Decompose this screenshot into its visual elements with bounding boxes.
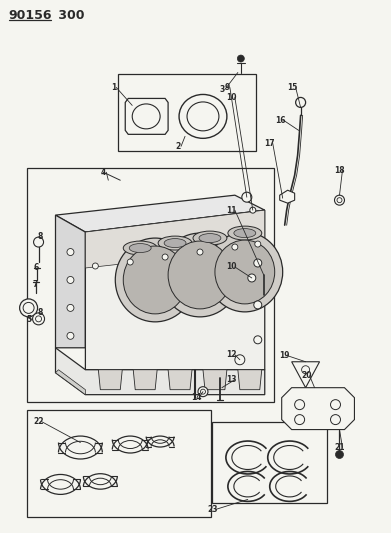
Ellipse shape xyxy=(228,226,262,240)
Polygon shape xyxy=(125,99,168,134)
Circle shape xyxy=(197,249,203,255)
Polygon shape xyxy=(292,362,319,387)
Polygon shape xyxy=(85,210,265,370)
Ellipse shape xyxy=(160,233,240,317)
Circle shape xyxy=(254,336,262,344)
Text: 7: 7 xyxy=(33,280,38,289)
Circle shape xyxy=(330,400,341,410)
Circle shape xyxy=(255,241,261,247)
Circle shape xyxy=(67,304,74,311)
Circle shape xyxy=(248,274,256,282)
Polygon shape xyxy=(280,190,295,203)
Circle shape xyxy=(162,254,168,260)
Ellipse shape xyxy=(234,229,256,238)
Bar xyxy=(118,74,256,151)
Circle shape xyxy=(20,299,38,317)
Text: 14: 14 xyxy=(191,393,201,402)
Circle shape xyxy=(36,316,41,322)
Circle shape xyxy=(235,355,245,365)
Text: 17: 17 xyxy=(264,139,275,148)
Polygon shape xyxy=(238,370,262,390)
Ellipse shape xyxy=(123,241,157,255)
Circle shape xyxy=(67,333,74,340)
Polygon shape xyxy=(56,195,265,232)
Circle shape xyxy=(335,450,343,458)
Text: 22: 22 xyxy=(33,417,44,426)
Polygon shape xyxy=(56,370,85,394)
Text: 6: 6 xyxy=(34,263,39,272)
Circle shape xyxy=(32,313,45,325)
Circle shape xyxy=(232,244,238,250)
Text: 3: 3 xyxy=(219,85,224,94)
Text: 4: 4 xyxy=(101,168,106,177)
Text: 15: 15 xyxy=(287,83,298,92)
Circle shape xyxy=(295,415,305,425)
Text: 13: 13 xyxy=(227,375,237,384)
Polygon shape xyxy=(282,387,354,430)
Ellipse shape xyxy=(187,102,219,131)
Text: 11: 11 xyxy=(227,206,237,215)
Text: 2: 2 xyxy=(176,142,181,151)
Circle shape xyxy=(330,415,341,425)
Circle shape xyxy=(296,98,306,108)
Circle shape xyxy=(67,248,74,255)
Circle shape xyxy=(295,400,305,410)
Text: 9: 9 xyxy=(224,83,230,92)
Circle shape xyxy=(242,192,252,202)
Text: 19: 19 xyxy=(280,351,290,360)
Ellipse shape xyxy=(115,238,195,322)
Text: 23: 23 xyxy=(208,505,218,514)
Circle shape xyxy=(301,366,310,374)
Bar xyxy=(212,422,326,503)
Circle shape xyxy=(337,198,342,203)
Text: 21: 21 xyxy=(334,443,345,452)
Circle shape xyxy=(335,195,344,205)
Ellipse shape xyxy=(179,94,227,139)
Circle shape xyxy=(254,301,262,309)
Text: 18: 18 xyxy=(334,166,345,175)
Ellipse shape xyxy=(158,236,192,250)
Circle shape xyxy=(250,207,256,213)
Ellipse shape xyxy=(168,241,232,309)
Ellipse shape xyxy=(207,232,283,312)
Text: 90156: 90156 xyxy=(9,9,52,22)
Text: 5: 5 xyxy=(26,316,31,325)
Polygon shape xyxy=(99,370,122,390)
Circle shape xyxy=(127,259,133,265)
Ellipse shape xyxy=(129,244,151,253)
Circle shape xyxy=(237,55,244,62)
Polygon shape xyxy=(168,370,192,390)
Ellipse shape xyxy=(132,104,160,129)
Ellipse shape xyxy=(215,240,275,304)
Text: 8: 8 xyxy=(38,309,43,317)
Ellipse shape xyxy=(164,239,186,247)
Circle shape xyxy=(67,277,74,284)
Ellipse shape xyxy=(193,231,227,245)
Text: 300: 300 xyxy=(54,9,84,22)
Circle shape xyxy=(254,259,262,267)
Polygon shape xyxy=(133,370,157,390)
Polygon shape xyxy=(85,210,265,268)
Text: 10: 10 xyxy=(227,262,237,271)
Ellipse shape xyxy=(123,246,187,314)
Circle shape xyxy=(34,237,43,247)
Text: 1: 1 xyxy=(111,83,116,92)
Bar xyxy=(27,410,211,518)
Text: 8: 8 xyxy=(38,231,43,240)
Text: 12: 12 xyxy=(227,350,237,359)
Text: 10: 10 xyxy=(227,93,237,102)
Ellipse shape xyxy=(199,233,221,243)
Polygon shape xyxy=(56,215,85,348)
Circle shape xyxy=(92,263,99,269)
Polygon shape xyxy=(203,370,227,390)
Circle shape xyxy=(198,386,208,397)
Circle shape xyxy=(201,389,205,394)
Text: 20: 20 xyxy=(301,371,312,380)
Text: 16: 16 xyxy=(275,116,286,125)
Circle shape xyxy=(23,302,34,313)
Bar xyxy=(27,168,274,402)
Polygon shape xyxy=(56,348,265,394)
